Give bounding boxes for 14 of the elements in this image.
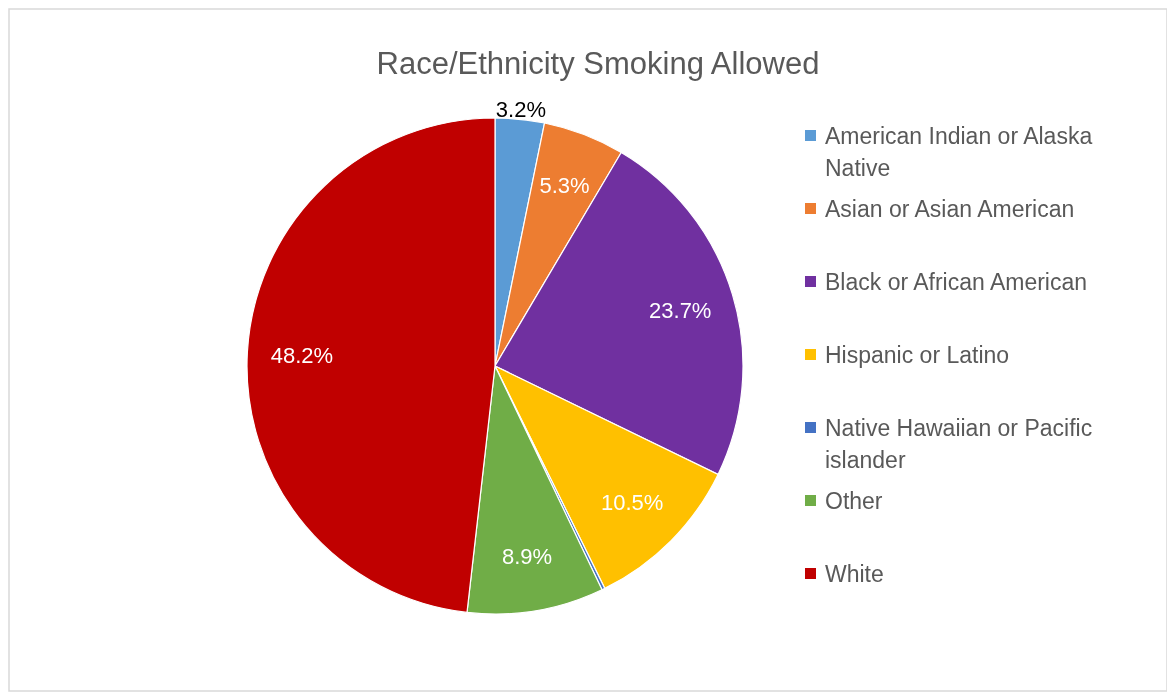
legend-label: Hispanic or Latino — [825, 342, 1010, 369]
data-label: 23.7% — [649, 297, 712, 323]
legend-label: Other — [825, 488, 883, 515]
data-label: 8.9% — [501, 544, 553, 570]
data-label: 3.2% — [495, 97, 546, 123]
chart-title: Race/Ethnicity Smoking Allowed — [376, 46, 820, 81]
legend-label: White — [825, 561, 884, 588]
legend-label: American Indian or Alaska Native — [825, 123, 1093, 182]
data-label: 10.5% — [601, 490, 664, 516]
legend-label: Black or African American — [825, 269, 1088, 296]
legend-label: Native Hawaiian or Pacific islander — [825, 415, 1093, 474]
data-label: 5.3% — [539, 173, 590, 199]
legend-label: Asian or Asian American — [825, 196, 1075, 223]
data-label: 48.2% — [270, 342, 334, 368]
